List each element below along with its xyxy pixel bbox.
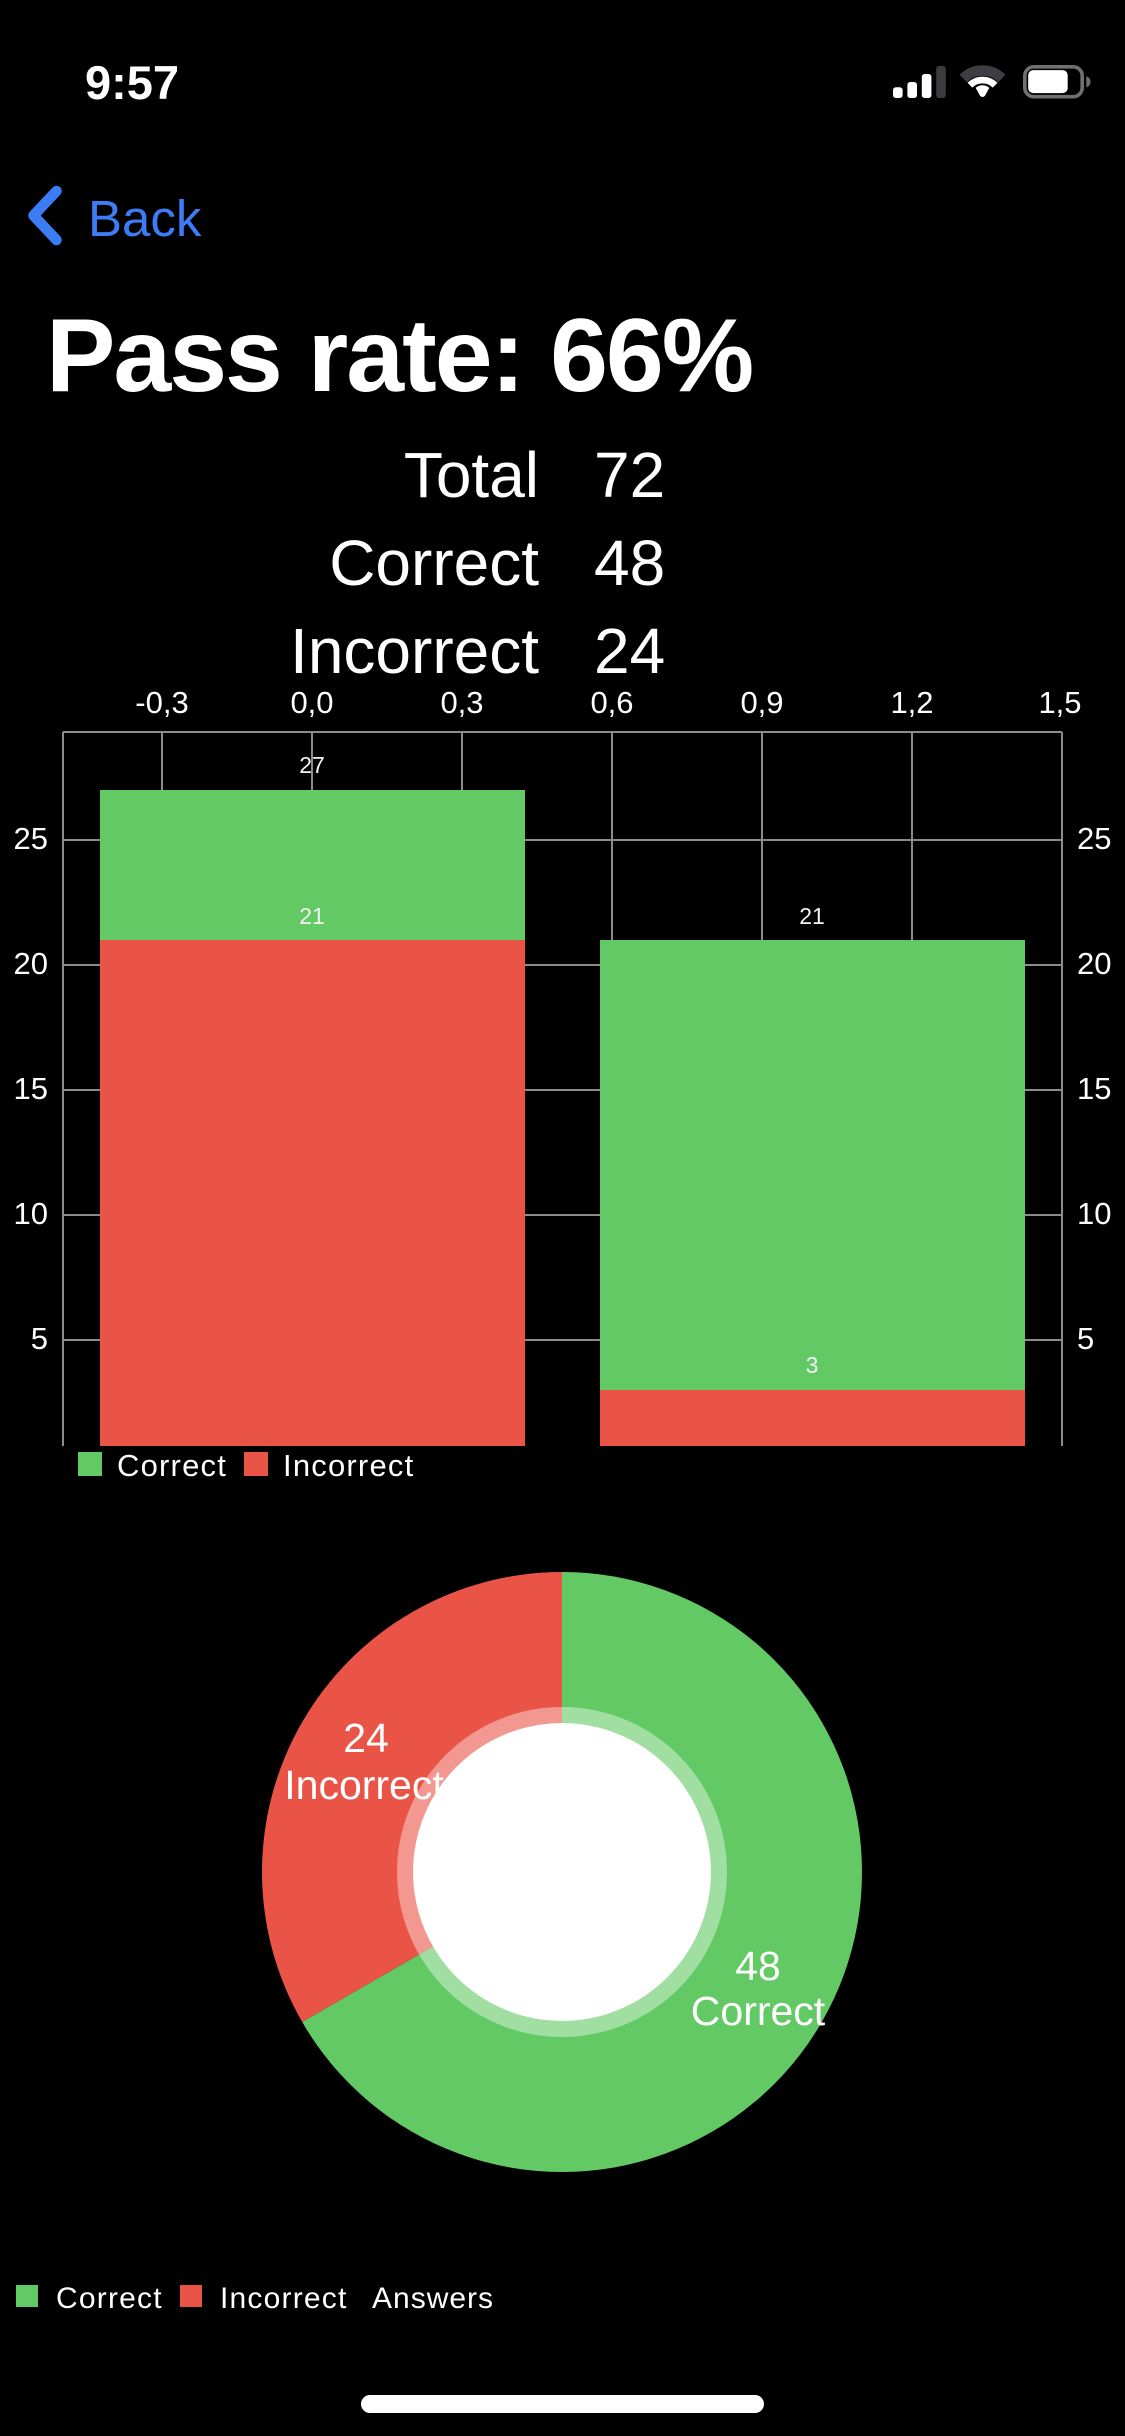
svg-text:72: 72 — [594, 439, 665, 511]
svg-text:Incorrect: Incorrect — [284, 1762, 444, 1808]
svg-text:21: 21 — [799, 903, 825, 929]
svg-text:27: 27 — [299, 752, 325, 778]
svg-text:Pass rate: 66%: Pass rate: 66% — [46, 298, 752, 414]
svg-text:20: 20 — [1077, 946, 1111, 981]
svg-text:1,5: 1,5 — [1038, 685, 1081, 720]
svg-text:15: 15 — [1077, 1071, 1111, 1106]
svg-text:0,6: 0,6 — [590, 685, 633, 720]
svg-text:21: 21 — [299, 903, 325, 929]
svg-text:5: 5 — [1077, 1321, 1094, 1356]
svg-text:-0,3: -0,3 — [135, 685, 188, 720]
svg-text:0,3: 0,3 — [440, 685, 483, 720]
svg-text:1,2: 1,2 — [890, 685, 933, 720]
svg-text:3: 3 — [806, 1352, 819, 1378]
svg-text:0,0: 0,0 — [290, 685, 333, 720]
svg-text:Correct: Correct — [56, 2282, 163, 2315]
svg-text:24: 24 — [594, 615, 665, 687]
svg-text:Answers: Answers — [372, 2282, 494, 2315]
svg-text:Back: Back — [88, 190, 202, 247]
svg-text:Total: Total — [404, 439, 539, 511]
svg-text:Incorrect: Incorrect — [220, 2282, 348, 2315]
svg-text:48: 48 — [594, 527, 665, 599]
svg-text:Correct: Correct — [691, 1988, 826, 2034]
svg-text:15: 15 — [14, 1071, 48, 1106]
svg-text:48: 48 — [735, 1943, 781, 1989]
svg-text:0,9: 0,9 — [740, 685, 783, 720]
svg-text:20: 20 — [14, 946, 48, 981]
svg-text:10: 10 — [14, 1196, 48, 1231]
svg-text:Incorrect: Incorrect — [290, 615, 539, 687]
svg-text:25: 25 — [1077, 821, 1111, 856]
svg-text:24: 24 — [343, 1715, 389, 1761]
svg-text:25: 25 — [14, 821, 48, 856]
svg-text:5: 5 — [31, 1321, 48, 1356]
svg-text:Correct: Correct — [329, 527, 539, 599]
svg-text:10: 10 — [1077, 1196, 1111, 1231]
svg-text:Incorrect: Incorrect — [283, 1448, 414, 1483]
svg-text:9:57: 9:57 — [85, 56, 179, 109]
svg-text:Correct: Correct — [117, 1448, 227, 1483]
